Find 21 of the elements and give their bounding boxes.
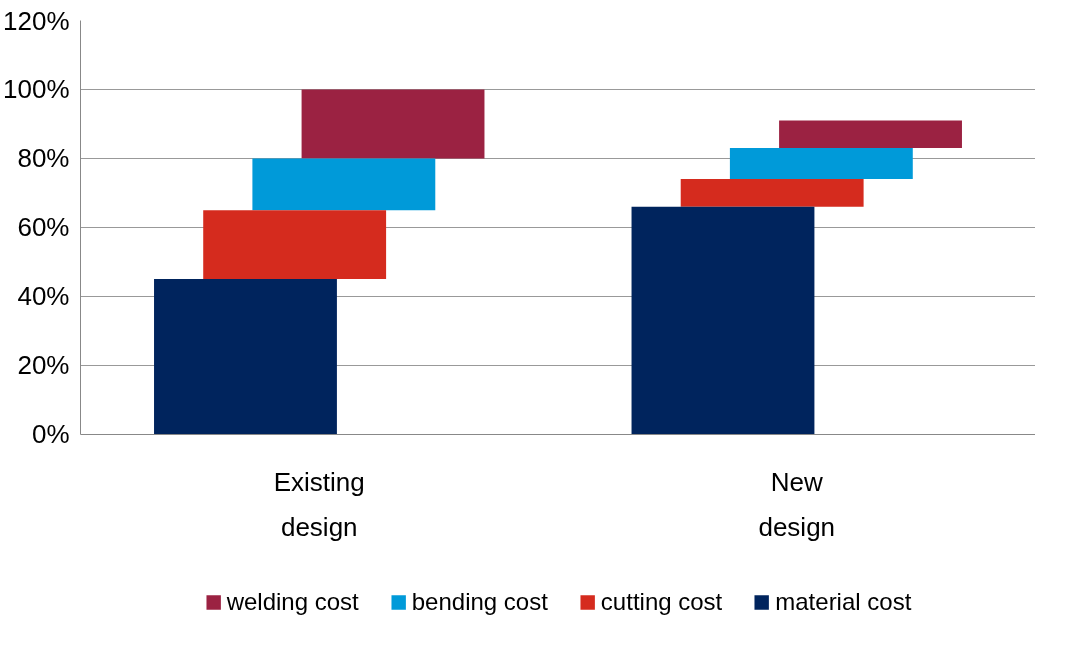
y-tick-label: 60% <box>17 212 70 243</box>
x-tick-label: Existing design <box>273 466 365 543</box>
y-tick-label: 100% <box>3 74 70 105</box>
y-tick-label: 0% <box>31 419 70 450</box>
y-tick-label: 80% <box>17 143 70 174</box>
legend-label: material cost <box>775 588 912 616</box>
bar <box>729 148 913 180</box>
bar <box>680 179 864 207</box>
legend-label: welding cost <box>226 588 359 616</box>
legend-label: cutting cost <box>600 588 723 616</box>
bar <box>203 210 387 280</box>
bar <box>252 158 436 211</box>
x-tick-label: New design <box>758 466 836 543</box>
y-tick-label: 120% <box>3 5 70 36</box>
y-tick-label: 40% <box>17 281 70 312</box>
bar <box>154 279 337 435</box>
legend-label: bending cost <box>411 588 548 616</box>
bar <box>631 206 815 435</box>
y-tick-label: 20% <box>17 350 70 381</box>
bar <box>301 89 485 159</box>
bar <box>779 120 962 149</box>
